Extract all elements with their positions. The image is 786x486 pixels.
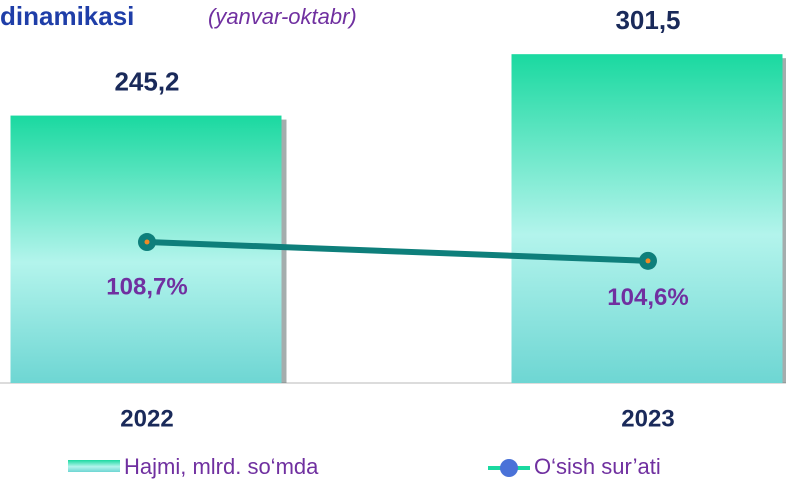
legend-label: Hajmi, mlrd. so‘mda	[124, 454, 319, 479]
chart-title: dinamikasi	[0, 1, 134, 31]
data-label: 108,7%	[106, 273, 187, 300]
marker-dot	[645, 258, 651, 264]
x-tick-label: 2023	[621, 405, 674, 432]
marker-dot	[144, 239, 150, 245]
x-tick-label: 2022	[120, 405, 173, 432]
data-label: 245,2	[114, 66, 179, 96]
chart-subtitle: (yanvar-oktabr)	[208, 4, 357, 29]
legend: Hajmi, mlrd. so‘mda O‘sish sur’ati	[68, 454, 661, 479]
bar	[511, 54, 783, 383]
legend-swatch	[68, 460, 120, 472]
legend-label: O‘sish sur’ati	[534, 454, 661, 479]
data-label: 104,6%	[607, 284, 688, 311]
line	[146, 239, 649, 264]
data-label: 301,5	[615, 5, 680, 35]
legend-marker	[500, 459, 518, 477]
